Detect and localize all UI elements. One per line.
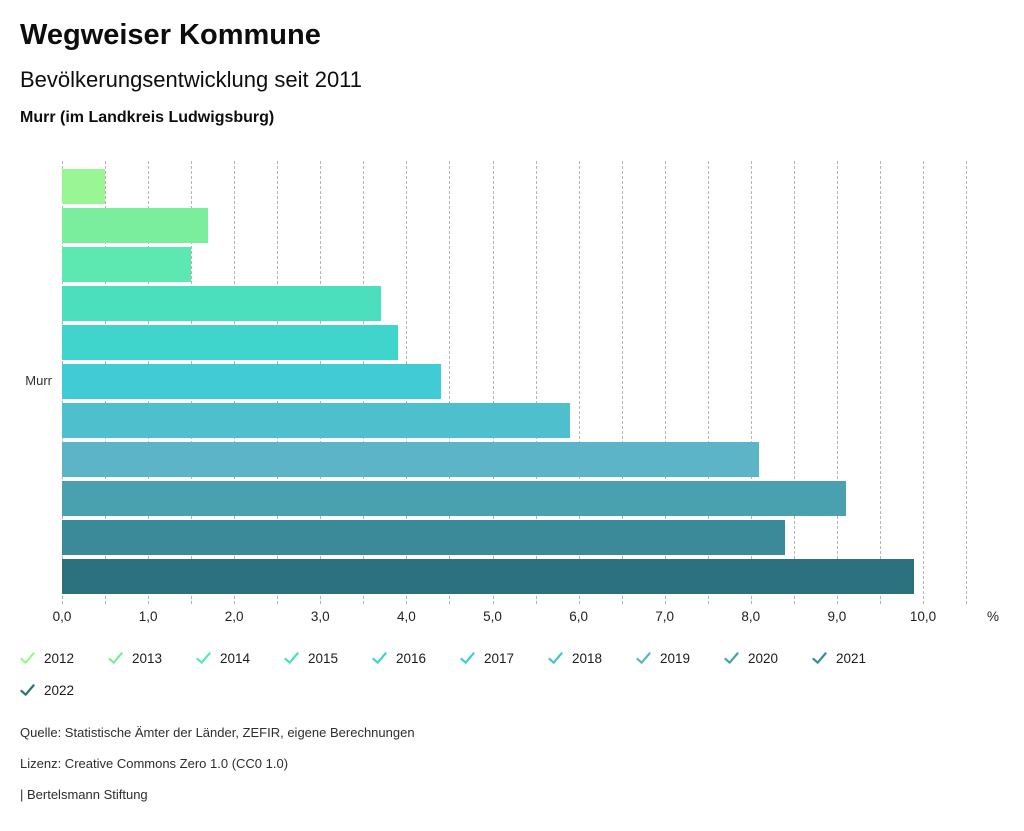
x-tick-label: 8,0 [741,609,761,625]
bar-2013 [62,208,209,244]
gridline [664,161,666,605]
x-tick-label: 6,0 [569,609,588,625]
x-tick-label: 10,0 [909,609,937,625]
legend-item-2019[interactable]: 2019 [636,651,724,666]
check-icon [812,652,827,664]
source-note: Quelle: Statistische Ämter der Länder, Z… [20,725,415,741]
x-axis-unit-label: % [986,609,999,625]
license-note: Lizenz: Creative Commons Zero 1.0 (CC0 1… [20,756,289,772]
gridline [836,161,838,605]
plot-area [62,161,967,605]
x-tick-label: 7,0 [655,609,675,625]
check-icon [460,652,475,664]
x-tick-label: 5,0 [483,609,502,625]
gridline [621,161,623,605]
legend-item-2015[interactable]: 2015 [284,651,372,666]
gridline [535,161,537,605]
chart-title: Bevölkerungsentwicklung seit 2011 [20,66,363,92]
y-axis-group-label: Murr [25,373,52,389]
legend-item-2022[interactable]: 2022 [20,683,108,698]
legend-item-2017[interactable]: 2017 [460,651,548,666]
check-icon [108,652,123,664]
legend-item-2012[interactable]: 2012 [20,651,108,666]
legend-label: 2019 [660,651,691,667]
check-icon [636,652,651,664]
bar-2021 [62,520,786,556]
legend-item-2021[interactable]: 2021 [812,651,900,666]
bar-2016 [62,325,398,361]
bar-2020 [62,481,846,517]
bar-2014 [62,247,192,283]
x-tick-label: 9,0 [827,609,847,625]
legend-label: 2013 [132,651,163,667]
bar-2012 [62,169,105,205]
legend-item-2016[interactable]: 2016 [372,651,460,666]
x-tick-label: 0,0 [52,609,72,625]
bar-2022 [62,559,915,595]
legend-item-2020[interactable]: 2020 [724,651,812,666]
legend-item-2018[interactable]: 2018 [548,651,636,666]
gridline [879,161,881,605]
brand-note: | Bertelsmann Stiftung [20,787,148,803]
check-icon [372,652,387,664]
legend-label: 2018 [572,651,603,667]
legend-label: 2016 [396,651,427,667]
x-tick-label: 4,0 [397,609,416,625]
population-development-chart: Murr 0,0 1,0 2,0 3,0 4,0 5,0 6,0 7,0 8,0 9,0 10,0% [0,161,1024,631]
legend-label: 2012 [44,651,75,667]
x-tick-label: 2,0 [224,609,244,625]
gridline [578,161,580,605]
legend-label: 2017 [484,651,515,667]
bar-2015 [62,286,381,322]
gridline [793,161,795,605]
bar-2018 [62,403,570,439]
bar-2017 [62,364,441,400]
check-icon [196,652,211,664]
chart-footer: Quelle: Statistische Ämter der Länder, Z… [20,725,1024,803]
x-tick-label: 1,0 [138,609,158,625]
legend-label: 2022 [44,683,75,699]
x-tick-label: 3,0 [310,609,330,625]
gridline [492,161,494,605]
check-icon [548,652,563,664]
legend-label: 2020 [748,651,779,667]
bar-2019 [62,442,760,478]
region-subtitle: Murr (im Landkreis Ludwigsburg) [20,109,275,127]
page-title: Wegweiser Kommune [20,19,321,51]
legend-item-2013[interactable]: 2013 [108,651,196,666]
gridline [707,161,709,605]
gridline [449,161,451,605]
check-icon [284,652,299,664]
check-icon [724,652,739,664]
gridline [966,161,967,605]
legend-label: 2014 [220,651,251,667]
chart-legend: 2012 2013 2014 2015 2016 2017 2018 2019 2020 2021… [0,651,920,698]
legend-label: 2015 [308,651,339,667]
check-icon [20,652,35,664]
legend-item-2014[interactable]: 2014 [196,651,284,666]
check-icon [20,684,35,696]
gridline [923,161,924,605]
gridline [750,161,752,605]
legend-label: 2021 [836,651,867,667]
